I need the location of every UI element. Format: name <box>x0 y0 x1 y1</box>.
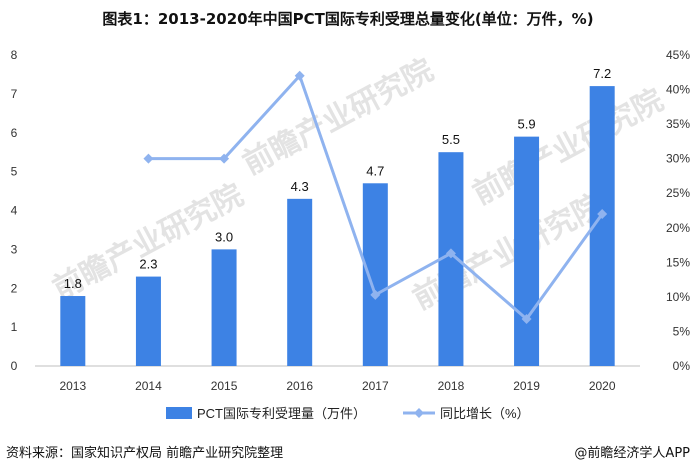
bar <box>362 183 388 366</box>
bar <box>514 136 540 366</box>
y-right-tick-label: 15% <box>666 255 690 269</box>
bar-value-label: 4.3 <box>291 179 309 194</box>
y-right-tick-label: 0% <box>673 359 691 373</box>
axes: 0 1 2 3 4 5 6 7 8 0% 5% 10% 15% 20% 25% 30% 35% 40% 45% 201… <box>11 48 691 393</box>
y-right-tick-label: 20% <box>666 221 690 235</box>
bar-value-label: 5.5 <box>442 132 460 147</box>
y-right-tick-label: 30% <box>666 152 690 166</box>
x-tick-label: 2015 <box>211 379 238 393</box>
growth-point <box>597 208 608 219</box>
growth-point <box>521 314 532 325</box>
y-right-tick-label: 25% <box>666 186 690 200</box>
bar <box>287 198 313 366</box>
x-tick-label: 2014 <box>135 379 162 393</box>
bar <box>211 249 237 366</box>
watermark-text: 前瞻产业研究院 <box>237 53 438 182</box>
growth-point <box>143 153 154 164</box>
growth-point <box>445 248 456 259</box>
y-left-tick-label: 3 <box>11 242 18 256</box>
x-tick-label: 2013 <box>59 379 86 393</box>
y-left-tick-label: 8 <box>11 48 18 62</box>
growth-point <box>219 153 230 164</box>
bar-value-label: 7.2 <box>593 66 611 81</box>
bar-value-label: 2.3 <box>139 257 157 272</box>
y-right-tick-label: 45% <box>666 48 690 62</box>
x-tick-label: 2016 <box>286 379 313 393</box>
chart-title: 图表1：2013-2020年中国PCT国际专利受理总量变化(单位：万件，%) <box>102 10 594 28</box>
growth-point <box>294 70 305 81</box>
source-note: 资料来源：国家知识产权局 前瞻产业研究院整理 <box>6 446 284 461</box>
legend: PCT国际专利受理量（万件） 同比增长（%） <box>166 406 530 421</box>
legend-line-marker <box>414 408 424 418</box>
legend-bar-swatch <box>166 407 192 419</box>
legend-line-label: 同比增长（%） <box>440 406 530 421</box>
x-tick-label: 2017 <box>362 379 389 393</box>
legend-bar-label: PCT国际专利受理量（万件） <box>197 406 366 421</box>
y-left-tick-label: 7 <box>11 87 18 101</box>
x-tick-label: 2018 <box>438 379 465 393</box>
brand-label: @前瞻经济学人APP <box>574 446 690 461</box>
bar <box>60 296 86 366</box>
bar-value-label: 4.7 <box>366 163 384 178</box>
y-right-tick-label: 10% <box>666 290 690 304</box>
data-labels: 1.8 2.3 3.0 4.3 4.7 5.5 5.9 7.2 <box>64 66 611 291</box>
bar <box>135 276 161 366</box>
growth-point <box>370 289 381 300</box>
bar-value-label: 3.0 <box>215 229 233 244</box>
bar-value-label: 5.9 <box>518 117 536 132</box>
y-right-tick-label: 35% <box>666 117 690 131</box>
y-left-tick-label: 5 <box>11 165 18 179</box>
growth-line-series <box>143 70 608 325</box>
y-left-tick-label: 6 <box>11 126 18 140</box>
watermark-text: 前瞻产业研究院 <box>407 188 608 317</box>
y-left-tick-label: 0 <box>11 359 18 373</box>
x-tick-label: 2020 <box>589 379 616 393</box>
bar-value-label: 1.8 <box>64 276 82 291</box>
y-left-tick-label: 2 <box>11 281 18 295</box>
y-left-tick-label: 4 <box>11 204 18 218</box>
y-right-tick-label: 5% <box>673 324 691 338</box>
y-left-tick-label: 1 <box>11 320 18 334</box>
y-right-tick-label: 40% <box>666 83 690 97</box>
x-tick-label: 2019 <box>513 379 540 393</box>
watermark-text: 前瞻产业研究院 <box>467 83 668 212</box>
